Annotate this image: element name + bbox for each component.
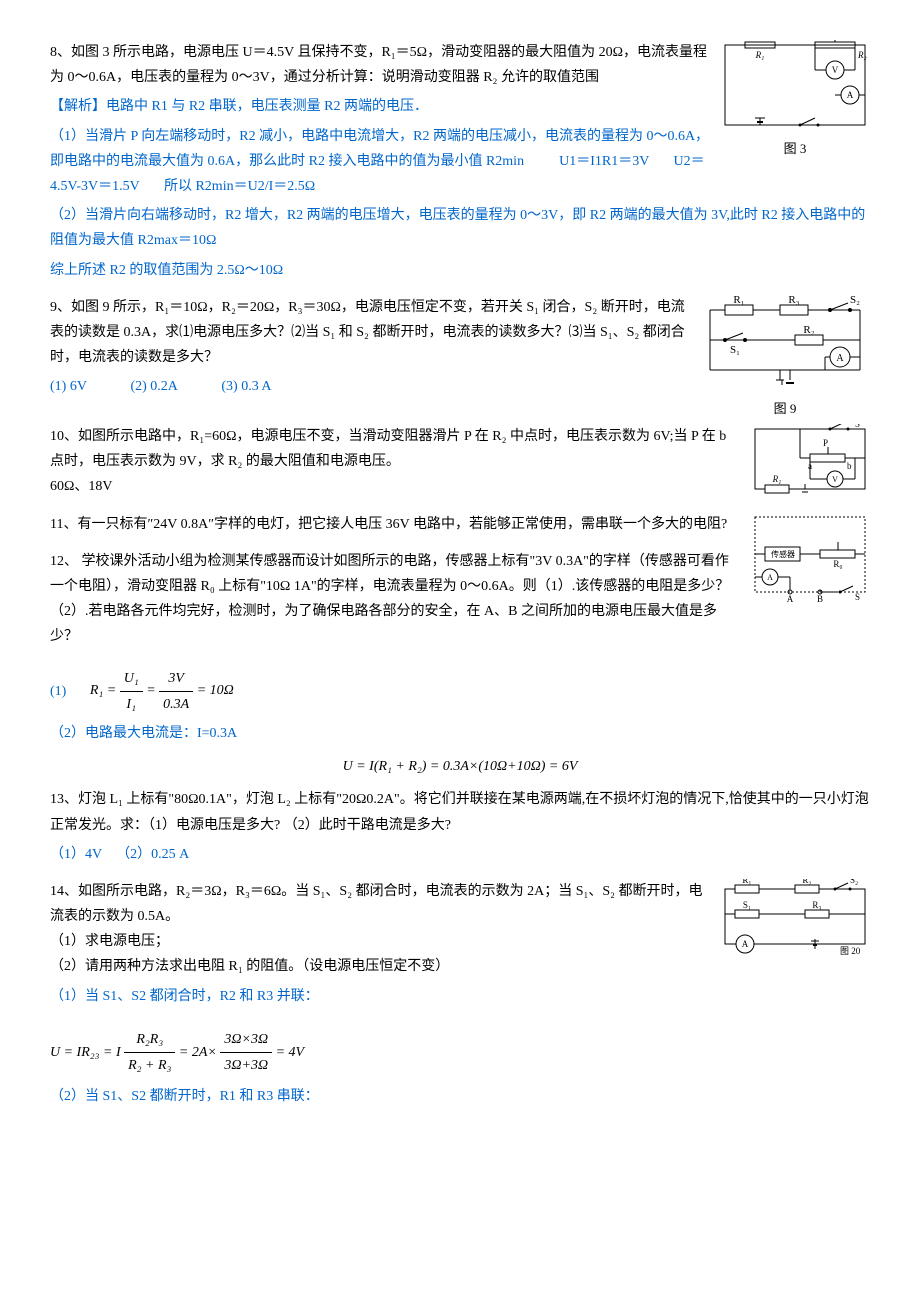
p12-formula1: R₁ = U₁I₁ = 3V0.3A = 10Ω [90,683,234,698]
p12-f-num2: 3V [159,666,193,692]
p12-f-lhs: R₁ = [90,683,116,698]
problem-11-text: 11、有一只标有″24V 0.8A″字样的电灯，把它接人电压 36V 电路中，若… [50,512,870,537]
p12-a1-label: (1) [50,683,66,698]
problem-8-ans3: 综上所述 R2 的取值范围为 2.5Ω～10Ω [50,258,870,283]
svg-text:图 20: 图 20 [840,946,861,956]
problem-14: R₁ R₂ S₂ S₁ R₃ A 图 20 14、如图所 [50,879,870,1009]
svg-text:R₁: R₁ [742,879,751,885]
figure-20: R₁ R₂ S₂ S₁ R₃ A 图 20 [720,879,870,959]
p9-a3: (3) 0.3 A [221,374,271,399]
svg-text:V: V [832,475,838,484]
svg-text:R₁: R₁ [733,295,744,306]
p14-f-den2: 3Ω+3Ω [220,1053,272,1078]
p12-f-den2: 0.3A [159,692,193,717]
svg-text:A: A [742,939,749,949]
problem-13-answers: （1）4V （2）0.25 A [50,842,870,867]
p13-a2: （2）0.25 A [116,847,189,862]
svg-text:S₁: S₁ [730,344,740,356]
problem-10-text: 10、如图所示电路中，R₁=60Ω，电源电压不变，当滑动变阻器滑片 P 在 R₂… [50,424,870,474]
svg-text:S: S [855,424,860,429]
p14-f-num2: 3Ω×3Ω [220,1027,272,1053]
p14-f-den: R₂ + R₃ [124,1053,175,1078]
problem-14-formula: U = IR₂₃ = I R₂R₃R₂ + R₃ = 2A× 3Ω×3Ω3Ω+3… [50,1027,870,1078]
p14-f-res: = 4V [276,1045,305,1060]
svg-text:b: b [847,461,852,471]
problem-12-text: 12、 学校课外活动小组为检测某传感器而设计如图所示的电路，传感器上标有"3V … [50,549,870,650]
problem-8-ans2: （2）当滑片向右端移动时，R2 增大，R2 两端的电压增大，电压表的量程为 0～… [50,203,870,253]
circuit-diagram-20: R₁ R₂ S₂ S₁ R₃ A 图 20 [720,879,870,959]
p12-f-res: = 10Ω [197,683,234,698]
problem-10-answer: 60Ω、18V [50,474,870,499]
svg-text:R₂: R₂ [803,324,814,336]
problem-12-formula2: U = I(R₁ + R₂) = 0.3A×(10Ω+10Ω) = 6V [50,754,870,779]
svg-text:S₂: S₂ [850,879,858,885]
problem-12: 12、 学校课外活动小组为检测某传感器而设计如图所示的电路，传感器上标有"3V … [50,549,870,650]
svg-text:R₃: R₃ [812,900,821,910]
p12-f-den1: I₁ [120,692,143,717]
problem-12-ans2: （2）电路最大电流是：I=0.3A [50,721,870,746]
figure-3: R₁ P R₂ V A 图 [720,40,870,160]
svg-text:R₃: R₃ [788,295,799,306]
figure-9: R₁ R₃ S₂ S₁ R₂ A [700,295,870,420]
svg-text:R₁: R₁ [772,474,782,484]
svg-text:R₁: R₁ [755,50,765,60]
p12-f-num1: U₁ [120,666,143,692]
problem-14-a1: （1）当 S1、S2 都闭合时，R2 和 R3 并联： [50,984,870,1009]
figure-10: S P a b R₁ V [750,424,870,499]
circuit-diagram-9: R₁ R₃ S₂ S₁ R₂ A [700,295,870,395]
problem-14-a2: （2）当 S1、S2 都断开时，R1 和 R3 串联： [50,1084,870,1109]
p8-ans1b: U1＝I1R1＝3V [559,154,649,169]
circuit-diagram-10: S P a b R₁ V [750,424,870,499]
svg-text:A: A [847,90,854,100]
problem-12-ans1: (1) R₁ = U₁I₁ = 3V0.3A = 10Ω [50,666,870,717]
problem-9: R₁ R₃ S₂ S₁ R₂ A [50,295,870,400]
p14-f-lhs: U = IR₂₃ = I [50,1045,121,1060]
p13-a1: （1）4V [50,847,102,862]
problem-8: R₁ P R₂ V A 图 [50,40,870,283]
svg-text:S₁: S₁ [743,900,751,910]
figure-3-label: 图 3 [720,137,870,160]
svg-text:V: V [832,65,839,75]
problem-10: S P a b R₁ V 10、如图所示电路中，R₁=60Ω，电源电压不变，当滑… [50,424,870,500]
problem-11: 传感器 R₀ A A B S 11、有一 [50,512,870,537]
p9-a1: (1) 6V [50,374,87,399]
p14-f-mid: = 2A× [179,1045,217,1060]
p12-f-eq: = [146,683,155,698]
problem-13-text: 13、灯泡 L₁ 上标有"80Ω0.1A"，灯泡 L₂ 上标有"20Ω0.2A"… [50,787,870,837]
svg-text:P: P [859,40,866,42]
svg-text:P: P [823,438,828,448]
figure-9-label: 图 9 [700,397,870,420]
p9-a2: (2) 0.2A [130,374,177,399]
problem-13: 13、灯泡 L₁ 上标有"80Ω0.1A"，灯泡 L₂ 上标有"20Ω0.2A"… [50,787,870,867]
svg-text:S₂: S₂ [850,295,860,306]
circuit-diagram-3: R₁ P R₂ V A [720,40,870,135]
svg-text:A: A [836,353,844,364]
p8-ans1d: 所以 R2min＝U2/I＝2.5Ω [164,179,315,194]
p14-f-num: R₂R₃ [124,1027,175,1053]
svg-text:R₂: R₂ [802,879,811,885]
